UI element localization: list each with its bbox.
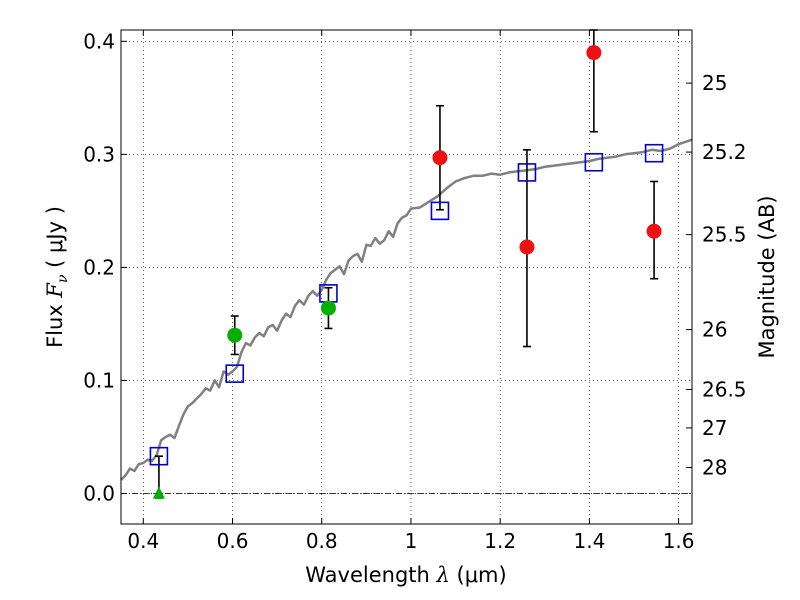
x-axis-label-symbol: λ bbox=[436, 563, 450, 587]
y2-tick-label: 25.2 bbox=[702, 140, 747, 164]
y-axis-label: Flux Fν ( μJy ) bbox=[43, 206, 71, 348]
model-spectrum-series bbox=[120, 138, 693, 481]
green-upper-limit-triangle bbox=[152, 486, 165, 499]
green-detection-point bbox=[320, 300, 336, 316]
y-tick-label: 0.0 bbox=[83, 481, 115, 505]
red-detection-point bbox=[586, 45, 602, 61]
y-tick-label: 0.4 bbox=[83, 29, 115, 53]
y-tick-label: 0.3 bbox=[83, 142, 115, 166]
x-tick-label: 0.4 bbox=[127, 529, 159, 553]
y2-tick-label: 28 bbox=[702, 455, 727, 479]
green-detection-point bbox=[227, 327, 243, 343]
y2-tick-label: 25 bbox=[702, 71, 727, 95]
y-axis-label-symbol: F bbox=[43, 282, 67, 299]
data-points bbox=[149, 45, 664, 499]
model-spectrum-line bbox=[120, 138, 693, 481]
y-axis-label-prefix: Flux bbox=[43, 298, 67, 348]
grid bbox=[121, 30, 692, 524]
y2-tick-label: 27 bbox=[702, 416, 727, 440]
x-axis-label-units: (μm) bbox=[450, 563, 507, 587]
model-point-square bbox=[517, 163, 537, 182]
model-point-square bbox=[225, 364, 245, 383]
y2-tick-label: 26 bbox=[702, 318, 727, 342]
error-bars bbox=[154, 29, 659, 499]
x-axis-label: Wavelength λ (μm) bbox=[305, 563, 506, 587]
red-detection-point bbox=[519, 239, 535, 255]
y-tick-label: 0.1 bbox=[83, 368, 115, 392]
model-point-square bbox=[584, 152, 604, 172]
x-tick-label: 0.8 bbox=[306, 529, 338, 553]
y-axis-label-subscript: ν bbox=[55, 274, 71, 283]
y2-tick-label: 25.5 bbox=[702, 223, 747, 247]
axis-ticks: 0.4 0.6 0.8 1 1.2 1.4 1.6 0.0 0.1 0.2 0.3 0.4 25 25.2… bbox=[83, 29, 746, 553]
model-point-square bbox=[644, 143, 664, 163]
model-point-square bbox=[149, 446, 169, 466]
y-tick-label: 0.2 bbox=[83, 255, 115, 279]
x-axis-label-prefix: Wavelength bbox=[305, 563, 436, 587]
y2-tick-label: 26.5 bbox=[702, 377, 747, 401]
y-axis-label-units: ( μJy ) bbox=[43, 206, 67, 274]
plot-frame bbox=[120, 29, 693, 525]
x-tick-label: 1.2 bbox=[484, 529, 516, 553]
model-point-square bbox=[430, 201, 450, 221]
red-detection-point bbox=[646, 223, 662, 239]
x-tick-label: 0.6 bbox=[217, 529, 249, 553]
y2-axis-label: Magnitude (AB) bbox=[755, 195, 779, 358]
x-tick-label: 1 bbox=[405, 529, 418, 553]
x-tick-label: 1.6 bbox=[663, 529, 695, 553]
x-tick-label: 1.4 bbox=[573, 529, 605, 553]
red-detection-point bbox=[432, 150, 448, 166]
